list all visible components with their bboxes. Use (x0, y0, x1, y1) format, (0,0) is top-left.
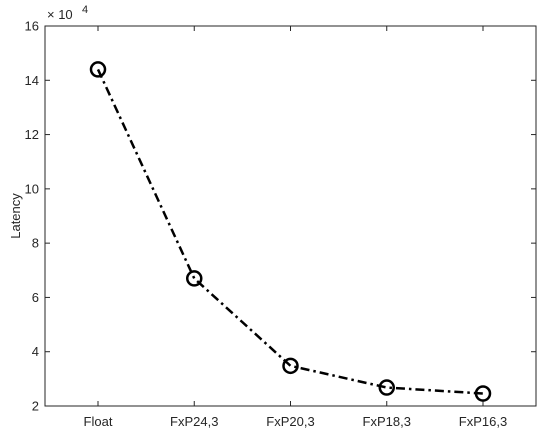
data-point (474, 385, 492, 402)
x-tick-label: FxP16,3 (459, 414, 507, 429)
series-line (96, 68, 484, 395)
y-tick-label: 14 (25, 73, 39, 88)
y-tick-label: 16 (25, 19, 39, 34)
x-tick-label: FxP20,3 (266, 414, 314, 429)
x-tick-label: FxP24,3 (170, 414, 218, 429)
y-scale-multiplier-exponent: 4 (82, 4, 88, 16)
y-tick-label: 12 (25, 127, 39, 142)
y-axis-label: Latency (8, 193, 23, 239)
series (89, 61, 492, 402)
y-tick-label: 6 (32, 290, 39, 305)
y-tick-label: 10 (25, 181, 39, 196)
y-scale-multiplier-base: × 10 (47, 7, 73, 22)
data-point (89, 61, 107, 78)
y-scale-multiplier: × 10 4 (47, 4, 88, 22)
x-ticks: Float FxP24,3 FxP20,3 FxP18,3 FxP16,3 (84, 26, 507, 429)
y-tick-label: 4 (32, 344, 39, 359)
data-point (282, 357, 299, 375)
data-point (378, 379, 395, 396)
x-tick-label: Float (84, 414, 113, 429)
y-tick-label: 8 (32, 236, 39, 251)
plot-area (44, 25, 537, 407)
y-tick-label: 2 (32, 399, 39, 414)
data-point (186, 270, 203, 287)
y-ticks: 2 4 6 8 10 12 14 16 (25, 19, 536, 414)
x-tick-label: FxP18,3 (363, 414, 411, 429)
